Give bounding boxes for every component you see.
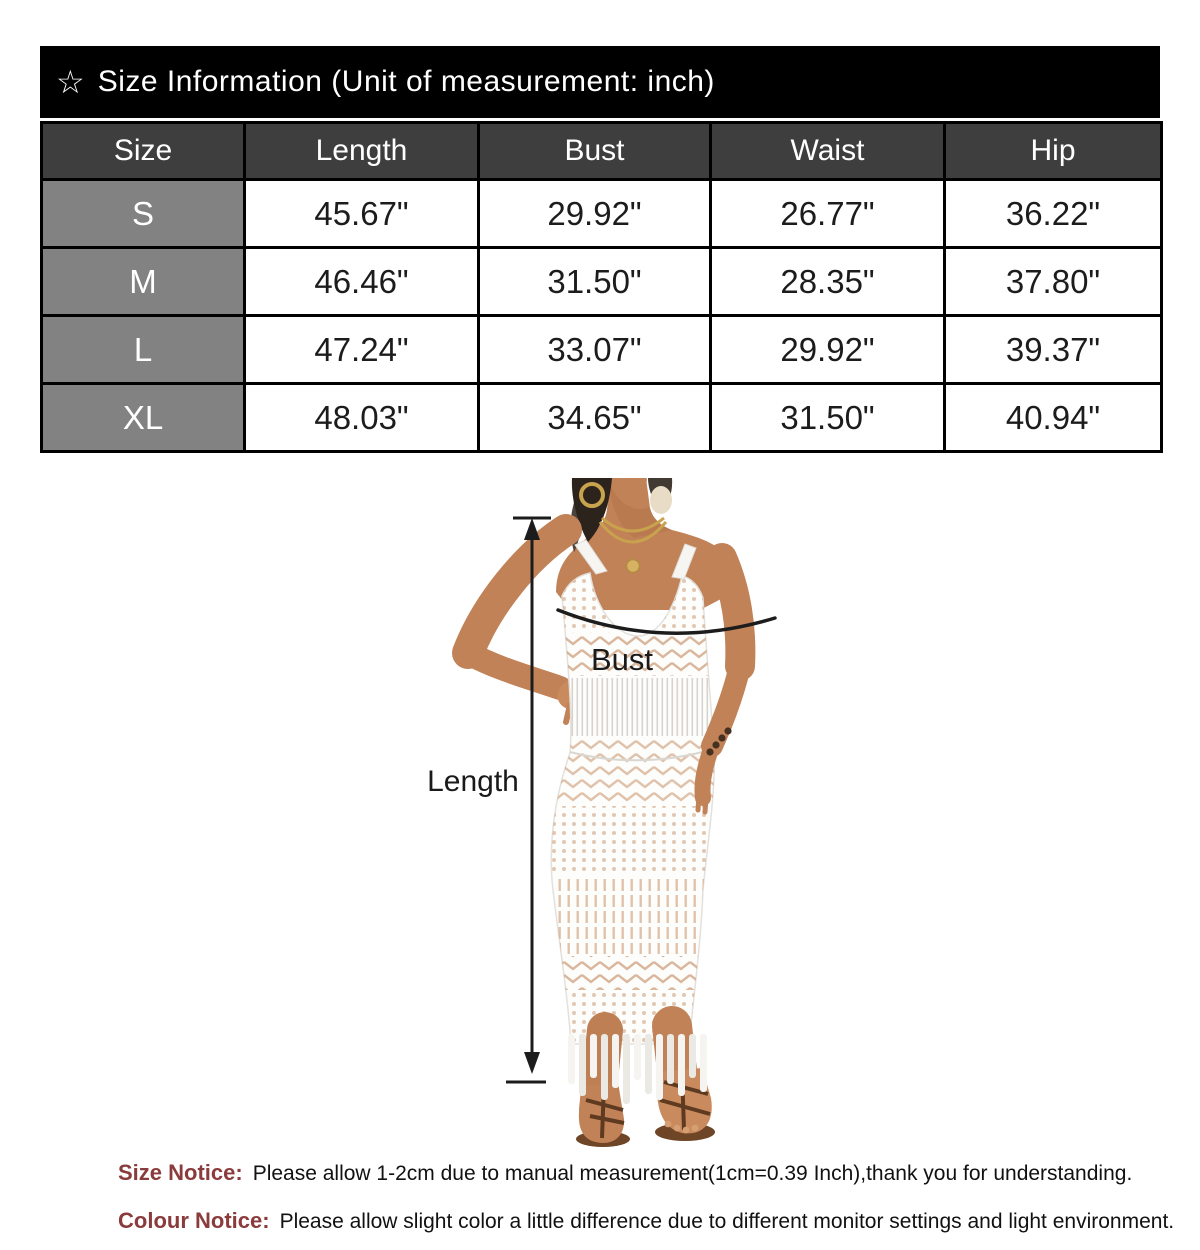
necklace-icon bbox=[598, 516, 668, 574]
measurement-cell: 40.94" bbox=[943, 382, 1163, 453]
colour-notice-text: Please allow slight color a little diffe… bbox=[279, 1210, 1175, 1233]
measurement-cell: 31.50" bbox=[477, 246, 712, 317]
model-figure-illustration: Bust Length bbox=[427, 478, 777, 1147]
column-header-length: Length bbox=[243, 121, 480, 181]
table-row: M 46.46" 31.50" 28.35" 37.80" bbox=[40, 246, 1163, 317]
sandals bbox=[576, 1068, 715, 1147]
dress-fringe bbox=[568, 1034, 707, 1104]
shell-earring-icon bbox=[650, 486, 672, 514]
measurement-cell: 34.65" bbox=[477, 382, 712, 453]
model-left-arm bbox=[452, 514, 582, 700]
column-header-size: Size bbox=[40, 121, 246, 181]
measurement-cell: 33.07" bbox=[477, 314, 712, 385]
measurement-cell: 37.80" bbox=[943, 246, 1163, 317]
model-measurement-diagram: Bust Length bbox=[420, 478, 820, 1150]
size-notice-text: Please allow 1-2cm due to manual measure… bbox=[252, 1162, 1133, 1185]
column-header-bust: Bust bbox=[477, 121, 712, 181]
colour-notice-label: Colour Notice: bbox=[118, 1208, 270, 1233]
table-row: XL 48.03" 34.65" 31.50" 40.94" bbox=[40, 382, 1163, 453]
size-notice-label: Size Notice: bbox=[118, 1160, 243, 1185]
measurement-cell: 31.50" bbox=[709, 382, 946, 453]
measurement-cell: 47.24" bbox=[243, 314, 480, 385]
column-header-waist: Waist bbox=[709, 121, 946, 181]
measurement-cell: 39.37" bbox=[943, 314, 1163, 385]
measurement-cell: 45.67" bbox=[243, 178, 480, 249]
table-row: L 47.24" 33.07" 29.92" 39.37" bbox=[40, 314, 1163, 385]
measurement-cell: 36.22" bbox=[943, 178, 1163, 249]
colour-notice: Colour Notice: Please allow slight color … bbox=[118, 1208, 1174, 1234]
hoop-earring-icon bbox=[579, 482, 605, 508]
length-measurement-arrow bbox=[506, 516, 551, 1084]
size-label: XL bbox=[40, 382, 246, 453]
star-icon: ☆ bbox=[56, 64, 85, 100]
header-title: Size Information (Unit of measurement: i… bbox=[97, 65, 715, 98]
table-row: S 45.67" 29.92" 26.77" 36.22" bbox=[40, 178, 1163, 249]
size-label: M bbox=[40, 246, 246, 317]
size-label: S bbox=[40, 178, 246, 249]
size-notice: Size Notice: Please allow 1-2cm due to ma… bbox=[118, 1160, 1132, 1186]
bust-label: Bust bbox=[591, 642, 653, 677]
size-information-header: ☆ Size Information (Unit of measurement:… bbox=[40, 46, 1160, 118]
measurement-cell: 29.92" bbox=[477, 178, 712, 249]
column-header-hip: Hip bbox=[943, 121, 1163, 181]
table-header-row: Size Length Bust Waist Hip bbox=[40, 121, 1163, 181]
measurement-cell: 46.46" bbox=[243, 246, 480, 317]
size-table: Size Length Bust Waist Hip S 45.67" 29.9… bbox=[40, 121, 1163, 453]
bracelet-icon bbox=[706, 727, 732, 756]
size-label: L bbox=[40, 314, 246, 385]
length-label: Length bbox=[427, 765, 519, 798]
measurement-cell: 48.03" bbox=[243, 382, 480, 453]
measurement-cell: 28.35" bbox=[709, 246, 946, 317]
measurement-cell: 29.92" bbox=[709, 314, 946, 385]
bust-measurement-line bbox=[556, 608, 777, 635]
measurement-cell: 26.77" bbox=[709, 178, 946, 249]
